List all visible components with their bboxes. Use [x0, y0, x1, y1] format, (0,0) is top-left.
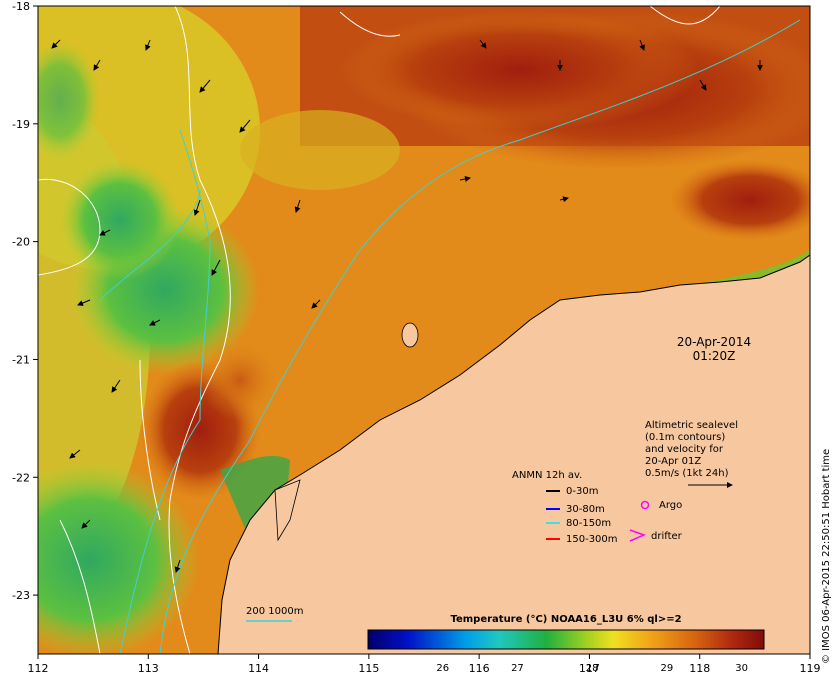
argo-legend: Argo [640, 500, 682, 511]
land-mass [217, 254, 810, 654]
colorbar-title: Temperature (°C) NOAA16_L3U 6% ql>=2 [450, 614, 681, 625]
drifter-legend: drifter [629, 529, 683, 542]
anmn-legend: ANMN 12h av. 0-30m 30-80m 80-150m 150-30… [512, 470, 618, 545]
sst-field [38, 6, 810, 654]
anmn-legend-title: ANMN 12h av. [512, 470, 582, 481]
colorbar-tick-label: 26 [436, 663, 449, 674]
anmn-item-2: 80-150m [546, 518, 611, 529]
lon-tick-label: 112 [28, 662, 49, 675]
altimetry-line-5: 0.5m/s (1kt 24h) [645, 468, 729, 479]
velocity-arrows [51, 39, 763, 573]
lon-tick-label: 116 [469, 662, 490, 675]
lon-tick-label: 117 [579, 662, 600, 675]
lat-axis: -18 -19 -20 -21 -22 -23 [12, 0, 38, 602]
lat-tick-label: -23 [12, 589, 30, 602]
anmn-item-1: 30-80m [546, 504, 605, 515]
lon-tick-label: 113 [138, 662, 159, 675]
lat-tick-label: -19 [12, 118, 30, 131]
altimetry-line-4: 20-Apr 01Z [645, 456, 701, 467]
drifter-marker-icon [629, 529, 647, 542]
altimetry-line-2: (0.1m contours) [645, 432, 725, 443]
isobath-label: 200 1000m [246, 606, 303, 617]
credit-text: © IMOS 06-Apr-2015 22:50:51 Hobart time [821, 449, 832, 664]
anmn-item-label: 0-30m [566, 486, 598, 497]
colorbar: Temperature (°C) NOAA16_L3U 6% ql>=2 26 2… [367, 614, 765, 674]
lon-tick-label: 115 [358, 662, 379, 675]
isobath-legend: 200 1000m [246, 606, 303, 622]
lat-tick-label: -21 [12, 353, 30, 366]
colorbar-gradient [367, 629, 765, 650]
anmn-item-3: 150-300m [546, 534, 618, 545]
map-frame [37, 5, 811, 655]
altimetry-line-1: Altimetric sealevel [645, 420, 738, 431]
date-line2: 01:20Z [693, 349, 736, 363]
colorbar-tick-label: 28 [586, 663, 599, 674]
lon-tick-label: 114 [248, 662, 269, 675]
colorbar-tick-label: 29 [661, 663, 674, 674]
lat-tick-label: -20 [12, 236, 30, 249]
anmn-item-label: 30-80m [566, 504, 605, 515]
colorbar-ticks: 26 27 28 29 30 [436, 663, 748, 674]
lat-tick-label: -18 [12, 0, 30, 13]
anmn-item-0: 0-30m [546, 486, 598, 497]
drifter-label: drifter [651, 531, 683, 542]
lon-axis: 112 113 114 115 116 117 118 119 [28, 654, 821, 675]
argo-label: Argo [659, 500, 682, 511]
date-line1: 20-Apr-2014 [677, 335, 751, 349]
lon-tick-label: 119 [800, 662, 821, 675]
colorbar-tick-label: 30 [735, 663, 748, 674]
altimetry-note: Altimetric sealevel (0.1m contours) and … [645, 420, 738, 488]
lat-tick-label: -22 [12, 471, 30, 484]
altimetry-line-3: and velocity for [645, 444, 724, 455]
anmn-item-label: 80-150m [566, 518, 611, 529]
argo-marker-icon [640, 500, 650, 510]
colorbar-tick-label: 27 [511, 663, 524, 674]
anmn-item-label: 150-300m [566, 534, 618, 545]
lon-tick-label: 118 [689, 662, 710, 675]
